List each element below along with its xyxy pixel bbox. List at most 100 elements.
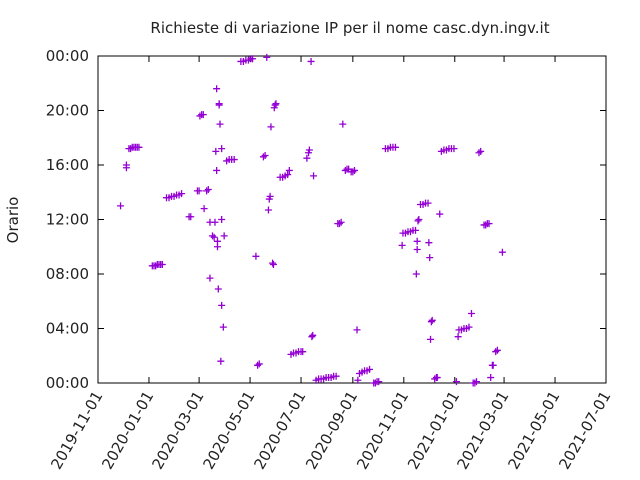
data-point	[199, 111, 207, 119]
data-point	[187, 213, 195, 221]
data-point	[271, 101, 279, 109]
data-point	[371, 379, 379, 387]
data-point	[214, 285, 222, 293]
data-point	[203, 187, 211, 195]
data-point	[307, 57, 315, 65]
data-point	[413, 237, 421, 245]
data-point	[426, 254, 434, 262]
data-point	[493, 346, 501, 354]
data-point	[398, 241, 406, 249]
data-point	[249, 55, 257, 63]
data-point	[213, 166, 221, 174]
data-point	[465, 323, 473, 331]
data-point	[261, 151, 269, 159]
data-point	[427, 335, 435, 343]
x-axis: 2019-11-012020-01-012020-03-012020-05-01…	[47, 56, 614, 473]
x-tick-label: 2021-03-01	[453, 388, 512, 473]
x-tick-label: 2020-03-01	[148, 388, 207, 473]
data-point	[218, 216, 226, 223]
data-point	[427, 318, 435, 326]
x-tick-label: 2019-11-01	[47, 388, 106, 473]
y-axis-label: Orario	[4, 197, 22, 244]
data-point	[424, 199, 432, 207]
data-point	[208, 232, 216, 240]
data-point	[436, 210, 444, 218]
data-point	[337, 218, 345, 226]
data-point	[341, 166, 349, 174]
data-point	[489, 361, 497, 369]
data-point	[200, 205, 208, 213]
data-point	[220, 232, 228, 240]
data-point	[117, 202, 125, 210]
data-point	[475, 149, 483, 157]
data-point	[252, 252, 260, 260]
data-point	[299, 348, 307, 356]
data-point	[135, 143, 143, 151]
chart-title: Richieste di variazione IP per il nome c…	[150, 19, 549, 37]
data-point	[413, 245, 421, 253]
data-point	[335, 220, 343, 228]
data-point	[122, 164, 130, 172]
data-point	[305, 146, 313, 154]
data-point	[152, 262, 160, 270]
x-tick-label: 2020-05-01	[199, 388, 258, 473]
data-point	[354, 376, 362, 384]
data-point	[485, 220, 493, 228]
x-tick-label: 2020-09-01	[302, 388, 361, 473]
x-tick-label: 2021-05-01	[504, 388, 563, 473]
data-point	[204, 186, 212, 194]
data-point	[450, 145, 458, 153]
y-tick-label: 04:00	[46, 320, 89, 338]
data-point	[259, 153, 267, 161]
data-point	[254, 361, 262, 369]
y-axis: 00:00 04:00 08:00 12:00 16:00 20:00 00:00	[46, 47, 606, 392]
data-point	[284, 171, 292, 179]
data-point	[428, 316, 436, 324]
data-point	[218, 301, 226, 309]
data-point	[212, 147, 220, 155]
data-point	[309, 331, 317, 339]
data-point	[332, 372, 340, 380]
data-point	[433, 374, 441, 382]
data-point	[414, 217, 422, 225]
y-tick-label: 16:00	[46, 156, 89, 174]
data-point	[391, 143, 399, 151]
data-point	[264, 206, 272, 214]
data-point	[213, 85, 221, 93]
data-point	[471, 379, 479, 387]
data-point	[267, 123, 275, 131]
data-point	[206, 274, 214, 282]
data-point	[467, 310, 475, 318]
data-point	[263, 53, 271, 61]
data-point	[412, 270, 420, 278]
data-point	[269, 259, 277, 267]
data-point	[218, 145, 226, 153]
data-point	[272, 100, 280, 108]
data-point	[196, 112, 204, 120]
data-point	[303, 154, 311, 162]
data-point	[210, 233, 218, 241]
data-point	[477, 147, 485, 155]
y-tick-label: 00:00	[46, 374, 89, 392]
x-tick-label: 2020-01-01	[98, 388, 157, 473]
data-point	[217, 357, 225, 365]
data-point	[266, 192, 274, 200]
data-point	[375, 378, 383, 386]
x-tick-label: 2020-11-01	[353, 388, 412, 473]
data-point	[219, 323, 227, 331]
data-point	[339, 120, 347, 128]
data-point	[211, 218, 219, 226]
x-tick-label: 2020-07-01	[250, 388, 309, 473]
data-point	[425, 239, 433, 247]
y-tick-label: 00:00	[46, 47, 89, 65]
data-point	[195, 187, 203, 195]
data-point	[452, 378, 460, 386]
y-tick-label: 12:00	[46, 211, 89, 229]
y-tick-label: 20:00	[46, 102, 89, 120]
data-point	[366, 365, 374, 373]
data-points	[117, 53, 506, 387]
data-point	[412, 226, 419, 234]
data-point	[230, 156, 238, 164]
data-point	[492, 348, 500, 356]
data-point	[472, 378, 480, 386]
